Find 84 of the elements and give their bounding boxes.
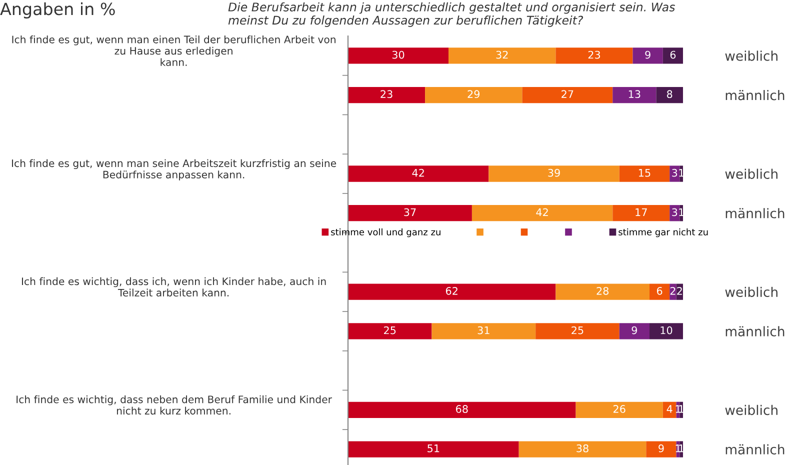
bar [348,402,576,418]
y-tick-label: weiblich [725,404,778,416]
bar [348,284,556,300]
bar [650,323,683,340]
data-label: 2 [677,286,682,295]
data-label: 17 [636,208,647,216]
data-label: 38 [576,444,588,452]
data-label: 23 [380,90,392,98]
bar [632,48,663,64]
text: Angaben in % [0,2,115,18]
bar [646,441,676,458]
data-label: 23 [588,50,600,59]
bar [348,48,448,64]
bar [348,323,432,340]
text: Ich finde es wichtig, dass ich, wenn ich Kinder habe, auch in Teilzeit arbeiten kann. [22,277,326,297]
bar [536,323,620,340]
data-label: 39 [548,168,560,177]
data-label: 31 [478,326,490,334]
data-label: 6 [656,286,662,295]
y-tick-label: männlich [726,90,784,100]
bar [612,86,656,104]
data-label: 1 [679,208,684,216]
y-tick-label: weiblich [725,168,778,179]
data-label: 42 [412,168,424,177]
bar [670,284,676,300]
bar [448,48,556,64]
data-label: 13 [628,90,640,98]
data-label: 25 [572,326,584,334]
y-tick-label: männlich [726,208,784,218]
bar [348,205,472,222]
data-label: 68 [456,405,468,413]
data-label: 9 [658,444,664,452]
y-tick-label: weiblich [725,50,778,61]
legend-label: stimme voll und ganz zu [331,228,440,238]
text: Ich finde es wichtig, dass neben dem Beruf Familie und Kinder nicht zu kurz kommen. [16,395,332,415]
data-label: 2 [670,286,676,295]
data-label: 30 [392,50,404,59]
data-label: 51 [428,444,440,452]
data-label: 42 [536,208,548,216]
data-label: 9 [645,50,650,59]
data-label: 4 [666,405,672,413]
bar [619,323,650,340]
data-label: 32 [496,50,508,59]
data-label: 62 [446,286,458,295]
bar [522,86,613,104]
bar [612,205,670,222]
bar [432,323,536,340]
bar [556,48,633,64]
bar [348,441,519,458]
bar [619,166,670,182]
chart-subtitle: Die Berufsarbeit kann ja unterschiedlich gestaltet und organisiert sein. Was meinst Du zu folgenden Aussagen zur beruflichen Tätigkeit? [228,2,675,27]
data-label: 1 [679,169,684,177]
y-tick-label: männlich [726,326,784,336]
bar [656,86,683,104]
legend-label: stimme gar nicht zu [618,228,708,238]
data-label: 26 [613,405,626,413]
text: Ich finde es gut, wenn man einen Teil der beruflichen Arbeit von zu Hause aus erledigen kann. [12,35,336,66]
data-label: 15 [638,169,650,177]
bar [662,48,683,64]
data-label: 29 [468,90,480,98]
bar [650,284,670,300]
data-label: 9 [632,326,638,334]
bar [576,402,663,418]
bar [518,441,646,458]
y-tick-label: weiblich [725,286,778,298]
text: Ich finde es gut, wenn man seine Arbeitszeit kurzfristig an seine Bedürfnisse anpassen kann. [12,159,336,180]
data-label: 37 [404,208,416,216]
bar [472,205,613,222]
data-label: 27 [562,90,574,98]
bar [662,402,676,418]
y-tick-label: männlich [726,444,784,454]
data-label: 28 [596,286,609,295]
data-label: 8 [666,90,672,98]
bar [425,86,522,104]
bar [556,284,650,300]
bar [670,166,680,182]
data-label: 3 [672,208,678,216]
bar [348,86,426,104]
data-label: 3 [672,168,678,177]
data-label: 25 [384,326,396,334]
data-label: 6 [670,50,676,59]
bar [488,166,620,182]
data-label: 10 [660,326,672,334]
bar [348,166,489,182]
